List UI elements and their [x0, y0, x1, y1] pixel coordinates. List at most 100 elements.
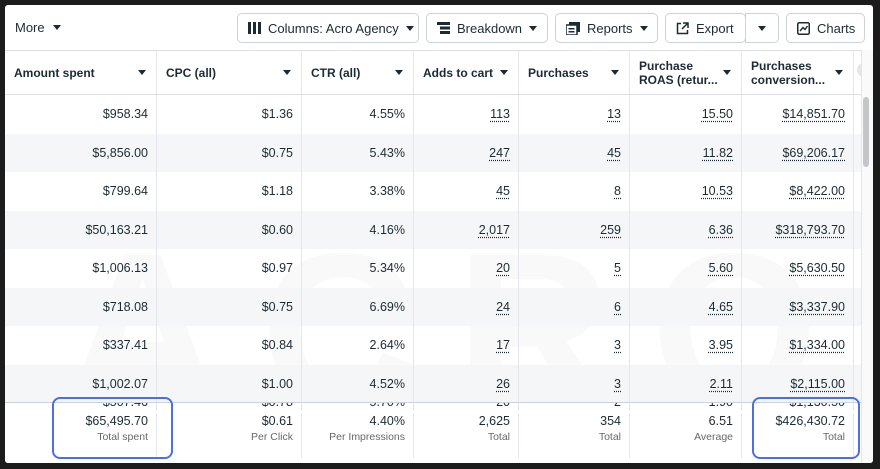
cell-link[interactable]: 5 — [614, 261, 621, 276]
table-cell[interactable]: 2,017 — [414, 210, 519, 249]
cell-link[interactable]: 20 — [496, 261, 510, 276]
cell-link[interactable]: 6.36 — [708, 222, 733, 237]
table-row[interactable]: $718.08 $0.75 6.69% 24 6 4.65 $3,337.90 — [5, 287, 861, 326]
cell-link[interactable]: $1,334.00 — [789, 338, 845, 353]
charts-button[interactable]: Charts — [786, 13, 865, 43]
table-cell[interactable]: 11.82 — [630, 133, 742, 172]
table-cell[interactable]: 5.60 — [630, 249, 742, 288]
cell-link[interactable]: 10.53 — [701, 184, 733, 199]
table-cell: 1.90 — [630, 403, 742, 411]
cell-link[interactable]: 259 — [600, 222, 621, 237]
table-cell[interactable]: 8 — [519, 172, 630, 211]
cell-link[interactable]: 5.60 — [708, 261, 733, 276]
table-cell[interactable]: 3.95 — [630, 326, 742, 365]
table-cell[interactable]: $3,337.90 — [742, 287, 854, 326]
export-button[interactable]: Export — [665, 13, 746, 43]
breakdown-button[interactable]: Breakdown — [426, 13, 548, 43]
table-cell[interactable]: $5,630.50 — [742, 249, 854, 288]
cell-link[interactable]: 17 — [496, 338, 510, 353]
table-cell[interactable]: 3 — [519, 326, 630, 365]
total-value: 354 — [600, 414, 621, 428]
table-cell[interactable]: 26 — [414, 364, 519, 402]
column-header-purchases-conversion[interactable]: Purchases conversion... — [742, 51, 854, 94]
table-cell[interactable]: 247 — [414, 133, 519, 172]
columns-button[interactable]: Columns: Acro Agency — [237, 13, 419, 43]
cell-link[interactable]: 247 — [489, 145, 510, 160]
table-cell[interactable]: 113 — [414, 95, 519, 134]
table-cell[interactable]: 45 — [414, 172, 519, 211]
table-row[interactable]: $958.34 $1.36 4.55% 113 13 15.50 $14,851.70 — [5, 95, 861, 134]
cell-value: 2.64% — [369, 338, 405, 353]
cell-link[interactable]: 15.50 — [701, 107, 733, 122]
column-header-amount-spent[interactable]: Amount spent — [5, 51, 157, 94]
column-header-ctr[interactable]: CTR (all) — [302, 51, 414, 94]
table-row[interactable]: $799.64 $1.18 3.38% 45 8 10.53 $8,422.00 — [5, 172, 861, 211]
cell-link[interactable]: 8 — [614, 184, 621, 199]
caret-down-icon — [138, 70, 146, 75]
cell-link[interactable]: $318,793.70 — [775, 222, 845, 237]
caret-down-icon — [52, 25, 61, 30]
reports-button[interactable]: Reports — [555, 13, 658, 43]
cell-link[interactable]: 13 — [607, 107, 621, 122]
cell-link[interactable]: 6 — [614, 299, 621, 314]
table-row[interactable]: $1,002.07 $1.00 4.52% 26 3 2.11 $2,115.00 — [5, 364, 861, 402]
column-header-adds-to-cart[interactable]: Adds to cart — [414, 51, 519, 94]
column-header-purchase-roas[interactable]: Purchase ROAS (retur... — [630, 51, 742, 94]
cell-link[interactable]: 113 — [490, 107, 510, 122]
table-cell[interactable]: 13 — [519, 95, 630, 134]
total-cell: 2,625 Total — [414, 413, 519, 458]
table-cell[interactable]: 20 — [414, 249, 519, 288]
total-label: Total — [598, 431, 621, 443]
table-cell[interactable]: 17 — [414, 326, 519, 365]
vertical-scrollbar-thumb[interactable] — [863, 97, 869, 167]
cell-link[interactable]: 24 — [496, 299, 510, 314]
cell-link[interactable]: $69,206.17 — [782, 145, 845, 160]
cell-link[interactable]: 45 — [607, 145, 621, 160]
table-cell[interactable]: 6.36 — [630, 210, 742, 249]
cell-link[interactable]: 2,017 — [478, 222, 510, 237]
cell-link[interactable]: 2.11 — [709, 376, 733, 391]
table-cell: $958.34 — [5, 95, 157, 134]
cell-link[interactable]: $3,337.90 — [789, 299, 845, 314]
chart-icon — [797, 21, 810, 35]
table-row[interactable]: $337.41 $0.84 2.64% 17 3 3.95 $1,334.00 — [5, 326, 861, 365]
cell-link[interactable]: $5,630.50 — [789, 261, 845, 276]
cell-link[interactable]: 3.95 — [708, 338, 733, 353]
table-cell[interactable]: 5 — [519, 249, 630, 288]
table-cell[interactable]: 45 — [519, 133, 630, 172]
column-header-label: Purchases — [528, 65, 589, 80]
cell-link[interactable]: 11.82 — [702, 145, 733, 160]
cell-link[interactable]: 45 — [496, 184, 510, 199]
table-row[interactable]: $1,006.13 $0.97 5.34% 20 5 5.60 $5,630.50 — [5, 249, 861, 288]
table-cell[interactable]: 259 — [519, 210, 630, 249]
cell-link[interactable]: 26 — [496, 376, 510, 391]
column-header-label: CPC (all) — [166, 65, 217, 80]
table-cell[interactable]: $69,206.17 — [742, 133, 854, 172]
table-cell[interactable]: 24 — [414, 287, 519, 326]
table-cell[interactable]: 3 — [519, 364, 630, 402]
table-cell[interactable]: $1,334.00 — [742, 326, 854, 365]
export-dropdown-button[interactable] — [745, 13, 779, 43]
table-cell[interactable]: $14,851.70 — [742, 95, 854, 134]
table-cell[interactable]: 2.11 — [630, 364, 742, 402]
table-cell[interactable]: 10.53 — [630, 172, 742, 211]
cell-link[interactable]: $8,422.00 — [789, 184, 845, 199]
cell-link[interactable]: 3 — [614, 338, 621, 353]
table-cell[interactable]: $8,422.00 — [742, 172, 854, 211]
more-menu[interactable]: More — [15, 20, 61, 35]
table-cell: $0.84 — [157, 326, 302, 365]
table-row[interactable]: $50,163.21 $0.60 4.16% 2,017 259 6.36 $318,793… — [5, 210, 861, 249]
table-cell[interactable]: 4.65 — [630, 287, 742, 326]
table-cell[interactable]: 15.50 — [630, 95, 742, 134]
table-cell[interactable]: $2,115.00 — [742, 364, 854, 402]
partially-hidden-row: $507.46 $0.78 5.70% 20 2 1.90 $1,130.50 — [5, 403, 861, 411]
column-header-purchases[interactable]: Purchases — [519, 51, 630, 94]
table-row[interactable]: $5,856.00 $0.75 5.43% 247 45 11.82 $69,206.17 — [5, 133, 861, 172]
column-header-cpc[interactable]: CPC (all) — [157, 51, 302, 94]
table-cell[interactable]: $318,793.70 — [742, 210, 854, 249]
cell-link[interactable]: 4.65 — [708, 299, 733, 314]
cell-link[interactable]: 3 — [614, 376, 621, 391]
cell-link[interactable]: $2,115.00 — [790, 376, 845, 391]
cell-link[interactable]: $14,851.70 — [782, 107, 845, 122]
table-cell[interactable]: 6 — [519, 287, 630, 326]
